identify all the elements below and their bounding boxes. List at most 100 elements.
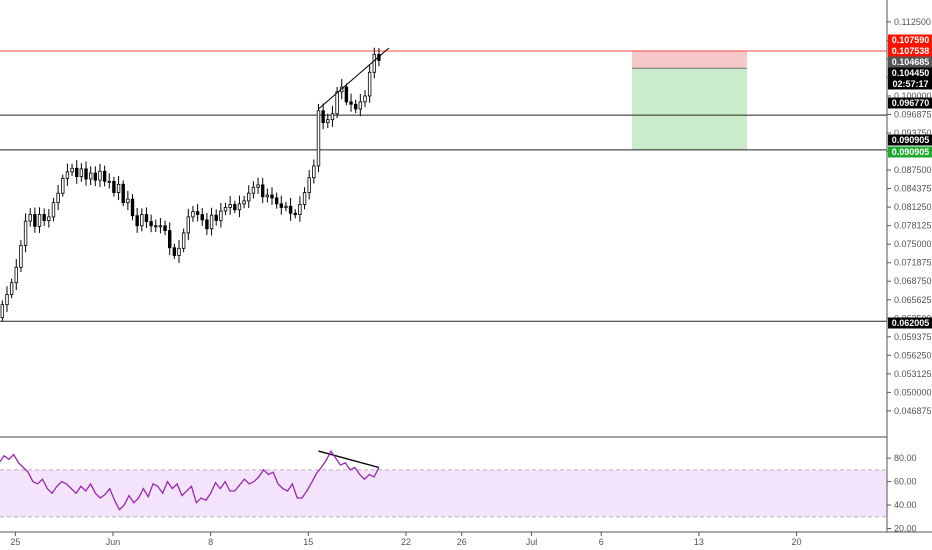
candle-body xyxy=(9,282,14,295)
candle xyxy=(88,166,93,186)
candle xyxy=(326,113,330,129)
candle-body xyxy=(195,211,200,215)
candle xyxy=(112,176,116,197)
candle xyxy=(260,177,265,204)
candle xyxy=(312,159,316,184)
candle xyxy=(242,196,246,209)
rsi-tick-label: 40.00 xyxy=(894,500,917,510)
candle-body xyxy=(223,207,228,212)
candle-body xyxy=(75,167,79,177)
price-tag-box xyxy=(888,34,932,46)
candle xyxy=(14,259,18,291)
x-tick-label: 26 xyxy=(457,537,467,547)
candle xyxy=(98,163,102,187)
candle-body xyxy=(61,177,65,194)
candle-body xyxy=(335,91,339,115)
candle-body xyxy=(5,294,9,306)
candle-body xyxy=(214,214,218,221)
candle-body xyxy=(288,205,293,214)
candle xyxy=(353,99,358,114)
candle-body xyxy=(84,168,88,180)
price-tag-label: 0.107590 xyxy=(892,35,930,45)
candle xyxy=(121,180,125,207)
candle xyxy=(9,278,14,299)
candle xyxy=(367,64,372,103)
candle-body xyxy=(372,54,376,73)
candle xyxy=(344,83,349,106)
candle xyxy=(237,195,242,218)
candle xyxy=(265,188,270,203)
candle-body xyxy=(200,214,204,221)
candle xyxy=(191,206,195,222)
candle xyxy=(274,192,279,209)
candle xyxy=(140,208,144,232)
price-tag-label: 0.062005 xyxy=(892,318,930,328)
candle-body xyxy=(312,165,316,179)
candle xyxy=(363,90,367,108)
candle-body xyxy=(186,216,191,234)
candle-body xyxy=(172,247,177,256)
candle-body xyxy=(135,215,139,227)
candle-body xyxy=(205,219,209,230)
candle xyxy=(79,163,84,182)
candle xyxy=(251,181,256,199)
candle xyxy=(209,207,214,236)
x-tick-label: 25 xyxy=(10,537,20,547)
rsi-divergence-line xyxy=(318,450,380,469)
price-tag-label: 0.096770 xyxy=(892,98,930,108)
candle-body xyxy=(65,171,70,179)
price-tag-label: 0.104685 xyxy=(892,57,930,67)
candle xyxy=(256,177,260,194)
y-tick-label: 0.093750 xyxy=(894,128,932,138)
rsi-tick-label: 80.00 xyxy=(894,453,917,463)
candle xyxy=(195,204,200,222)
candle-body xyxy=(237,203,242,211)
candle-body xyxy=(247,192,251,202)
candle-body xyxy=(326,119,330,124)
candle xyxy=(102,165,107,187)
candle xyxy=(279,195,283,215)
candle xyxy=(284,202,288,212)
candle xyxy=(270,187,274,205)
y-tick-label: 0.087500 xyxy=(894,165,932,175)
candle xyxy=(154,219,158,232)
price-tag: 0.104450 xyxy=(888,67,932,79)
candle xyxy=(316,103,321,173)
candle-body xyxy=(363,95,367,103)
x-tick-label: 8 xyxy=(208,537,213,547)
candle-body xyxy=(126,198,130,204)
candle xyxy=(47,209,51,228)
candle-body xyxy=(144,214,149,223)
candle-body xyxy=(316,110,321,167)
candle xyxy=(149,214,153,233)
candle-body xyxy=(260,184,265,198)
candle xyxy=(163,220,167,236)
candle-body xyxy=(140,214,144,227)
price-tag: 02:57:17 xyxy=(888,78,932,90)
candle-body xyxy=(79,168,84,177)
candle-body xyxy=(14,266,18,284)
candle-body xyxy=(349,101,353,105)
candle-body xyxy=(28,214,32,222)
candle xyxy=(214,209,218,226)
take-profit-zone xyxy=(632,68,747,150)
candle-body xyxy=(23,220,28,246)
y-tick-label: 0.084375 xyxy=(894,184,932,194)
candle xyxy=(223,202,228,216)
candle-body xyxy=(274,197,279,205)
y-tick-label: 0.081250 xyxy=(894,202,932,212)
price-tag-box xyxy=(888,146,932,158)
candle-body xyxy=(112,180,116,193)
y-tick-label: 0.065625 xyxy=(894,295,932,305)
price-tag-label: 0.090905 xyxy=(892,147,930,157)
candle-body xyxy=(279,203,283,208)
candle-body xyxy=(102,170,107,182)
candle xyxy=(33,207,37,233)
candle xyxy=(19,240,23,273)
y-tick-label: 0.071875 xyxy=(894,258,932,268)
y-tick-label: 0.112500 xyxy=(894,17,931,27)
rsi-pane xyxy=(0,436,887,518)
